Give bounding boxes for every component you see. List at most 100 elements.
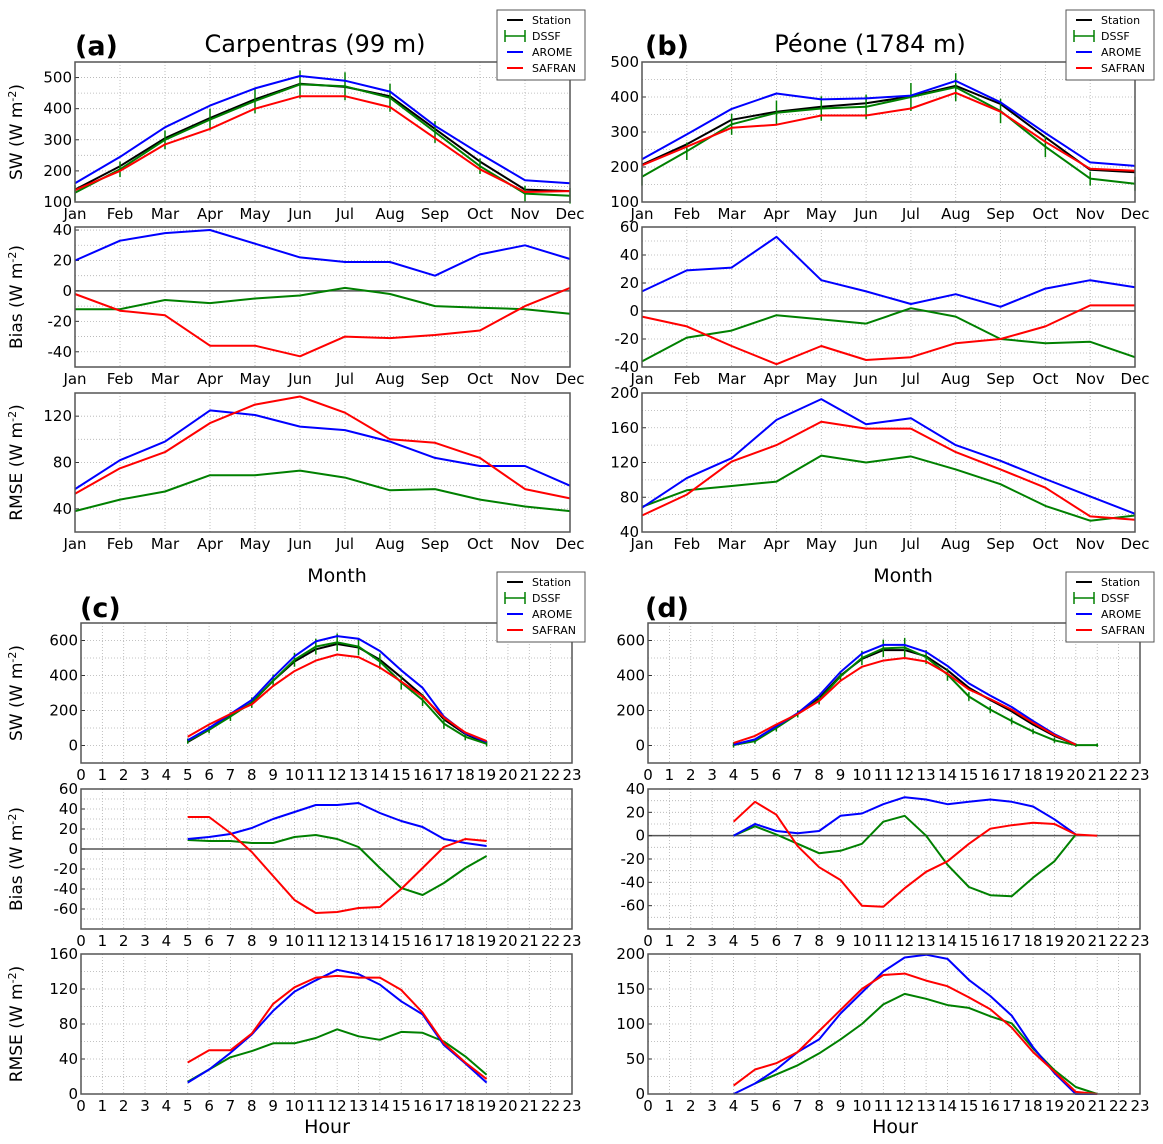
legend-label-safran: SAFRAN [532, 62, 576, 75]
x-tick-label: Apr [197, 535, 224, 553]
legend-a: Station DSSF AROME SAFRAN [496, 9, 586, 81]
x-tick-label: 17 [1002, 1097, 1021, 1115]
y-axis-label: Bias (W m-2) [6, 245, 28, 349]
x-tick-label: Oct [467, 370, 493, 388]
x-tick-label: Nov [510, 370, 539, 388]
y-tick-label: 200 [610, 158, 639, 176]
x-tick-label: 1 [98, 932, 108, 950]
x-tick-label: May [239, 535, 270, 553]
x-tick-label: 15 [959, 766, 978, 784]
legend-label-safran: SAFRAN [1101, 624, 1145, 637]
axes-frame [641, 61, 1136, 203]
legend-label-dssf: DSSF [532, 30, 561, 43]
x-tick-label: Sep [421, 205, 449, 223]
x-tick-label: Feb [107, 205, 134, 223]
x-tick-label: 21 [520, 932, 539, 950]
x-tick-label: May [806, 370, 837, 388]
x-tick-label: 15 [959, 1097, 978, 1115]
x-tick-label: Jan [62, 370, 86, 388]
series-line-station [733, 649, 1077, 746]
legend-box [1065, 9, 1155, 81]
x-tick-label: 9 [268, 766, 278, 784]
x-tick-label: 23 [1130, 932, 1149, 950]
x-tick-label: 14 [370, 766, 389, 784]
series-line-dssf [641, 454, 1136, 522]
x-tick-label: Nov [1076, 205, 1105, 223]
y-tick-label: 200 [616, 945, 645, 963]
x-tick-label: 8 [247, 1097, 257, 1115]
x-tick-label: 12 [895, 932, 914, 950]
x-tick-label: 15 [392, 932, 411, 950]
x-tick-label: 2 [686, 1097, 696, 1115]
series-line-dssf [733, 814, 1077, 898]
y-axis-label: SW (W m-2) [6, 645, 28, 741]
panel-label-b: (b) [645, 31, 689, 62]
series-line-safran [641, 420, 1136, 521]
y-tick-label: 80 [53, 454, 72, 472]
y-tick-label: -40 [621, 873, 646, 891]
x-tick-label: Dec [555, 370, 584, 388]
x-tick-label: 1 [665, 766, 675, 784]
y-tick-label: 0 [635, 827, 645, 845]
y-axis-label: Bias (W m-2) [6, 807, 28, 911]
legend-label-dssf: DSSF [1101, 592, 1130, 605]
x-tick-label: 10 [852, 1097, 871, 1115]
y-tick-label: 400 [616, 667, 645, 685]
legend-label-arome: AROME [532, 46, 572, 59]
x-tick-label: 6 [204, 766, 214, 784]
x-tick-label: 13 [349, 1097, 368, 1115]
legend-label-dssf: DSSF [1101, 30, 1130, 43]
y-tick-label: 150 [616, 980, 645, 998]
x-tick-label: Dec [555, 205, 584, 223]
legend-label-arome: AROME [1101, 46, 1141, 59]
x-tick-label: 3 [140, 1097, 150, 1115]
x-tick-label: 19 [1045, 1097, 1064, 1115]
x-tick-label: 22 [541, 766, 560, 784]
y-tick-label: 100 [610, 193, 639, 211]
legend-label-safran: SAFRAN [532, 624, 576, 637]
y-tick-label: 200 [49, 702, 78, 720]
x-tick-label: 23 [562, 932, 581, 950]
axes-frame [647, 953, 1141, 1095]
x-tick-label: 0 [643, 766, 653, 784]
y-tick-label: 500 [610, 53, 639, 71]
x-tick-label: 22 [1109, 932, 1128, 950]
subplot-a-1: 100 200 300 400 500 Jan Feb Mar Apr May Jun Jul Aug S… [6, 61, 585, 223]
x-tick-label: 5 [750, 1097, 760, 1115]
x-tick-label: 17 [434, 766, 453, 784]
x-tick-label: 5 [750, 932, 760, 950]
x-tick-label: May [239, 205, 270, 223]
y-axis-label-exponent: -2 [6, 252, 19, 263]
y-tick-label: 300 [43, 131, 72, 149]
x-axis-label-a: Month [307, 565, 367, 587]
x-tick-label: Jul [335, 535, 354, 553]
y-axis-label-exponent: -2 [6, 972, 19, 983]
series-line-arome [641, 79, 1136, 167]
x-tick-label: 10 [285, 932, 304, 950]
axes-frame [74, 392, 571, 533]
x-tick-label: Oct [1032, 205, 1058, 223]
x-tick-label: 20 [498, 1097, 517, 1115]
x-tick-label: Jul [901, 370, 920, 388]
y-tick-label: 20 [59, 820, 78, 838]
x-tick-label: Dec [555, 535, 584, 553]
x-tick-label: 14 [938, 932, 957, 950]
legend-box [1065, 571, 1155, 643]
x-tick-label: 14 [938, 1097, 957, 1115]
y-tick-label: -60 [621, 897, 646, 915]
y-tick-label: 40 [59, 1050, 78, 1068]
y-tick-label: 20 [53, 251, 72, 269]
panel-title-a: Carpentras (99 m) [205, 30, 426, 58]
y-tick-label: 400 [49, 667, 78, 685]
axes-frame [80, 788, 573, 930]
y-tick-label: 60 [59, 780, 78, 798]
x-tick-label: 17 [1002, 932, 1021, 950]
x-tick-label: 13 [917, 1097, 936, 1115]
x-tick-label: 11 [306, 1097, 325, 1115]
y-tick-label: 400 [610, 88, 639, 106]
x-tick-label: Aug [941, 205, 970, 223]
x-tick-label: Feb [107, 535, 134, 553]
series-line-dssf [75, 286, 571, 315]
